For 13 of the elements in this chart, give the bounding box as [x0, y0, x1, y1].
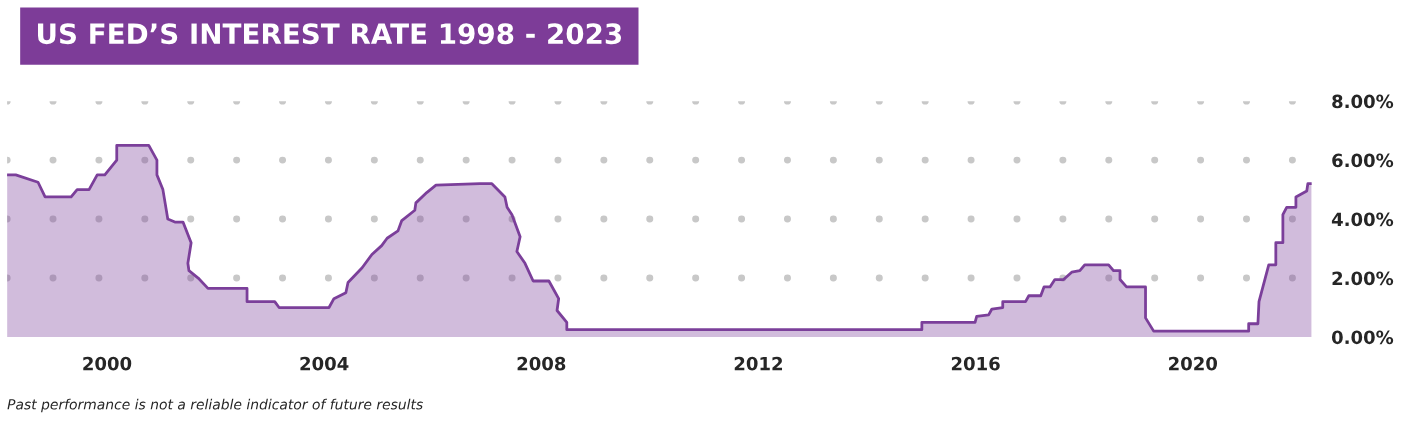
- x-tick-label: 2020: [1169, 356, 1218, 371]
- y-tick-label: 0.00%: [1331, 330, 1394, 345]
- y-tick-label: 4.00%: [1331, 212, 1394, 227]
- y-tick-label: 6.00%: [1332, 153, 1394, 168]
- y-tick-label: 2.00%: [1332, 271, 1394, 286]
- chart-title: US FED’S INTEREST RATE 1998 - 2023: [38, 23, 622, 45]
- x-tick-label: 2004: [300, 356, 349, 371]
- x-tick-label: 2012: [734, 356, 782, 371]
- x-tick-label: 2000: [83, 356, 132, 371]
- x-tick-label: 2008: [517, 356, 566, 371]
- x-tick-label: 2016: [951, 356, 1000, 371]
- text: Past performance is not a reliable indicator of future results: [7, 398, 423, 413]
- y-tick-label: 8.00%: [1332, 94, 1394, 109]
